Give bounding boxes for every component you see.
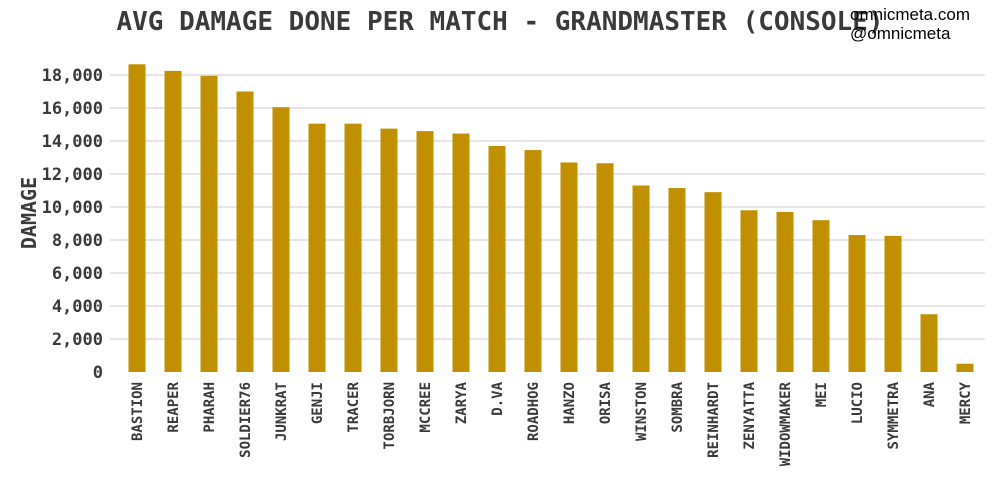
bar-symmetra xyxy=(884,235,902,372)
credit-site: omnicmeta.com xyxy=(850,5,970,24)
x-tick-label: REAPER xyxy=(166,381,182,432)
y-tick-label: 16,000 xyxy=(42,99,103,119)
bar-reinhardt xyxy=(704,192,722,372)
gridlines xyxy=(110,74,985,340)
y-tick-label: 6,000 xyxy=(52,264,103,284)
bars xyxy=(128,64,974,373)
x-tick-label: SYMMETRA xyxy=(886,381,902,449)
x-tick-label: ZENYATTA xyxy=(742,381,758,449)
x-tick-label: TRACER xyxy=(346,381,362,432)
bar-junkrat xyxy=(272,107,290,373)
bar-lucio xyxy=(848,235,866,372)
x-tick-label: HANZO xyxy=(562,382,578,424)
bar-reaper xyxy=(164,70,182,372)
x-tick-label: LUCIO xyxy=(850,382,866,424)
x-tick-label: MEI xyxy=(814,382,830,407)
bar-orisa xyxy=(596,163,614,372)
bar-soldier76 xyxy=(236,91,254,372)
x-tick-label: REINHARDT xyxy=(706,382,722,458)
bar-widowmaker xyxy=(776,211,794,372)
bar-mercy xyxy=(956,363,974,372)
bar-zarya xyxy=(452,133,470,372)
bar-zenyatta xyxy=(740,210,758,372)
bar-tracer xyxy=(344,123,362,372)
bar-winston xyxy=(632,185,650,372)
x-tick-label: D.VA xyxy=(490,381,506,415)
x-tick-label: PHARAH xyxy=(202,382,218,433)
y-tick-label: 18,000 xyxy=(42,66,103,86)
y-tick-label: 4,000 xyxy=(52,297,103,317)
chart-title: AVG DAMAGE DONE PER MATCH - GRANDMASTER … xyxy=(116,7,883,37)
y-tick-label: 12,000 xyxy=(42,165,103,185)
y-tick-label: 8,000 xyxy=(52,231,103,251)
x-tick-label: SOMBRA xyxy=(670,381,686,432)
bar-pharah xyxy=(200,75,218,372)
x-tick-label: SOLDIER76 xyxy=(238,382,254,458)
bar-dva xyxy=(488,145,506,372)
y-tick-label: 14,000 xyxy=(42,132,103,152)
x-tick-label: WINSTON xyxy=(634,382,650,441)
y-axis-label: DAMAGE xyxy=(17,177,41,249)
x-tick-label: BASTION xyxy=(130,382,146,441)
bar-bastion xyxy=(128,64,146,373)
bar-torbjorn xyxy=(380,128,398,372)
x-tick-label: ZARYA xyxy=(454,381,470,424)
credit-handle: @omnicmeta xyxy=(850,24,951,43)
x-tick-label: TORBJORN xyxy=(382,382,398,449)
x-axis-ticks: BASTION REAPER PHARAH SOLDIER76 JUNKRAT GENJI… xyxy=(130,381,974,466)
y-tick-label: 0 xyxy=(93,363,103,383)
bar-sombra xyxy=(668,188,686,372)
x-tick-label: ANA xyxy=(922,381,938,407)
x-tick-label: WIDOWMAKER xyxy=(778,381,794,466)
y-axis-ticks: 0 2,000 4,000 6,000 8,000 10,000 12,000 14,000 1… xyxy=(42,66,103,383)
bar-ana xyxy=(920,314,938,372)
x-tick-label: ORISA xyxy=(598,381,614,424)
y-tick-label: 2,000 xyxy=(52,330,103,350)
y-tick-label: 10,000 xyxy=(42,198,103,218)
bar-mccree xyxy=(416,131,434,372)
x-tick-label: MERCY xyxy=(958,381,974,424)
bar-genji xyxy=(308,123,326,372)
bar-hanzo xyxy=(560,162,578,372)
x-tick-label: ROADHOG xyxy=(526,382,542,441)
x-tick-label: MCCREE xyxy=(418,382,434,433)
bar-roadhog xyxy=(524,150,542,372)
x-tick-label: JUNKRAT xyxy=(274,382,290,441)
x-tick-label: GENJI xyxy=(310,382,326,424)
bar-mei xyxy=(812,220,830,372)
